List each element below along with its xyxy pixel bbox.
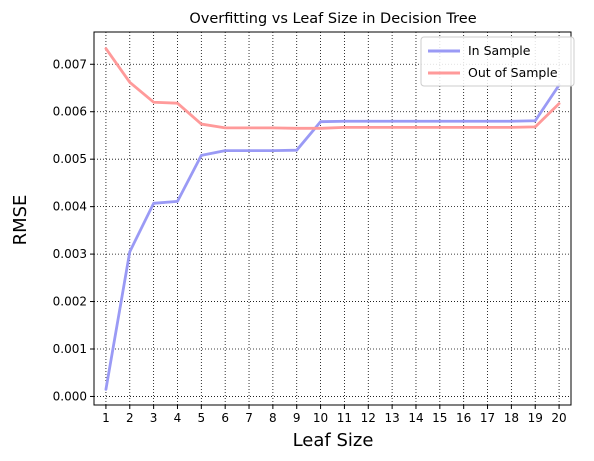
x-tick-label: 4	[174, 411, 182, 425]
x-tick-label: 13	[384, 411, 399, 425]
x-tick-label: 1	[102, 411, 110, 425]
x-tick-label: 9	[293, 411, 301, 425]
x-tick-label: 12	[361, 411, 376, 425]
y-tick-label: 0.001	[53, 342, 87, 356]
y-tick-label: 0.006	[53, 105, 87, 119]
x-tick-label: 6	[221, 411, 229, 425]
x-axis-title: Leaf Size	[293, 430, 374, 451]
series-line-in-sample	[104, 83, 561, 391]
x-tick-label: 5	[198, 411, 206, 425]
x-tick-label: 19	[528, 411, 543, 425]
x-tick-label: 20	[551, 411, 566, 425]
x-tick-label: 14	[408, 411, 423, 425]
grid	[94, 32, 571, 405]
y-tick-label: 0.005	[53, 152, 87, 166]
x-tick-label: 16	[456, 411, 471, 425]
x-tick-label: 15	[432, 411, 447, 425]
chart-title: Overfitting vs Leaf Size in Decision Tre…	[189, 11, 476, 27]
y-tick-label: 0.002	[53, 295, 87, 309]
series-lines	[104, 47, 561, 391]
x-tick-label: 7	[245, 411, 253, 425]
legend: In Sample Out of Sample	[420, 36, 575, 87]
x-tick-label: 3	[150, 411, 158, 425]
y-tick-label: 0.004	[53, 200, 87, 214]
legend-label-out-of-sample: Out of Sample	[468, 65, 558, 80]
y-tick-label: 0.007	[53, 57, 87, 71]
y-axis-title: RMSE	[10, 195, 31, 246]
x-tick-label: 11	[337, 411, 352, 425]
x-tick-label: 8	[269, 411, 277, 425]
x-tick-label: 2	[126, 411, 134, 425]
series-line-out-of-sample	[104, 47, 561, 130]
y-tick-label: 0.000	[53, 389, 87, 403]
y-tick-label: 0.003	[53, 247, 87, 261]
ticks: 1 2 3 4 5 6 7 8 9 10 11 12 13 14 15 16 17 18 19 200.0000.00…	[53, 57, 567, 425]
x-tick-label: 17	[480, 411, 495, 425]
legend-label-in-sample: In Sample	[468, 43, 531, 58]
plot-frame	[93, 31, 572, 406]
x-tick-label: 18	[504, 411, 519, 425]
x-tick-label: 10	[313, 411, 328, 425]
